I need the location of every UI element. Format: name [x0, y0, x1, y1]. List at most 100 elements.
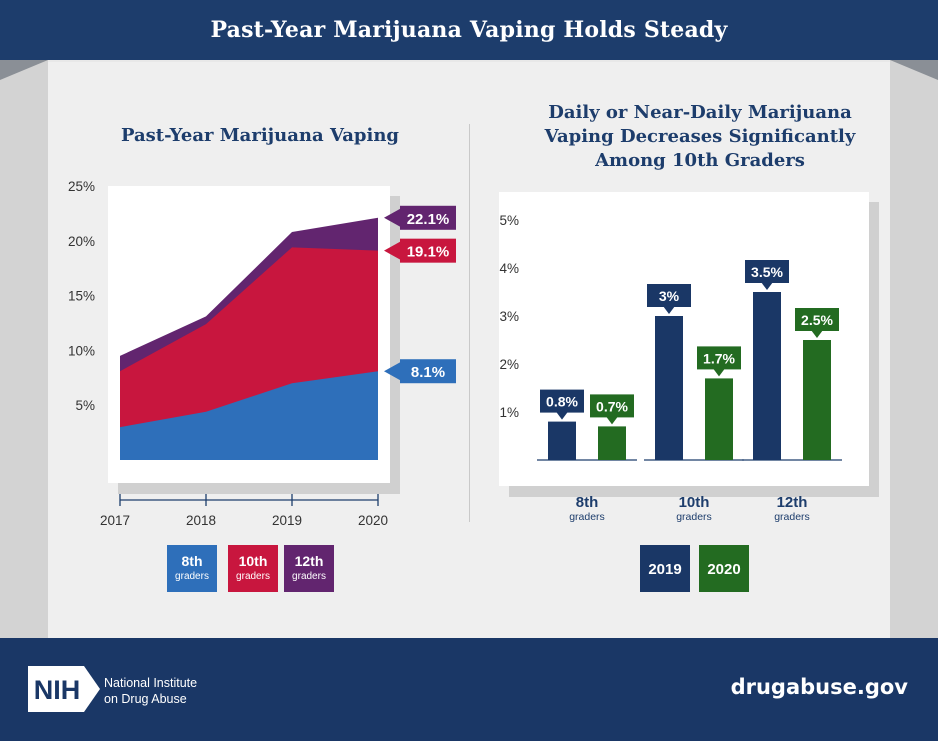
- legend-swatch: [640, 545, 690, 592]
- end-label-text: 19.1%: [407, 244, 450, 261]
- bar-2020: [803, 340, 831, 460]
- end-label-2: 19.1%: [384, 238, 456, 263]
- bar-label-pointer: [606, 416, 618, 425]
- bar-2019: [655, 316, 683, 460]
- bar-2020: [598, 426, 626, 460]
- bar-label-text: 0.7%: [596, 398, 628, 414]
- bar-chart-title-line: Daily or Near-Daily Marijuana: [548, 102, 852, 123]
- y-tick-label: 5%: [75, 398, 95, 413]
- y-tick-label: 2%: [499, 357, 519, 372]
- right-wall: [890, 60, 938, 638]
- legend-item: 2019: [640, 545, 690, 592]
- legend-sub: graders: [236, 571, 270, 582]
- category-sub: graders: [676, 511, 712, 523]
- x-tick-label: 2018: [186, 513, 216, 528]
- category-grade: 8th: [576, 494, 599, 511]
- y-tick-label: 3%: [499, 309, 519, 324]
- legend-label: 2020: [707, 561, 740, 578]
- panel-divider: [469, 124, 470, 522]
- area-chart: 5% 10% 15% 20% 25% 8.1% 19.1% 22.1% 2017 2018 2019…: [68, 179, 456, 592]
- bar-label-pointer: [811, 330, 823, 338]
- bar-value-label: 2.5%: [795, 308, 839, 338]
- legend-swatch: [228, 545, 278, 592]
- legend-label: 2019: [648, 561, 681, 578]
- bar-label-pointer: [761, 282, 773, 290]
- bar-2019: [548, 421, 576, 460]
- bar-value-label: 1.7%: [697, 346, 741, 377]
- end-label-box: [400, 359, 456, 384]
- nih-logo-icon: NIH: [28, 666, 100, 712]
- bar-label-box: [745, 260, 789, 283]
- bar-label-box: [540, 389, 584, 413]
- bar-value-label: 3%: [647, 284, 691, 314]
- banner-fold-left: [0, 60, 48, 80]
- y-tick-label: 4%: [499, 261, 519, 276]
- bar-chart: 1%2%3%4%5%0.8% 0.7%8thgraders3%1.7%10thgr…: [499, 192, 879, 592]
- legend-swatch: [699, 545, 749, 592]
- bar-chart-title-line: Among 10th Graders: [595, 150, 805, 171]
- end-label-text: 22.1%: [407, 211, 450, 228]
- legend-item: 8th graders: [167, 545, 217, 592]
- bar-2020: [705, 378, 733, 460]
- area-series-1: [120, 371, 378, 460]
- bar-label-box: [795, 308, 839, 331]
- org-name-line: National Institute: [104, 676, 198, 690]
- end-label-1: 8.1%: [384, 359, 456, 384]
- bar-label-text: 3%: [659, 288, 680, 304]
- bar-label-pointer: [556, 411, 568, 420]
- x-tick-label: 2017: [100, 513, 130, 528]
- area-chart-title: Past-Year Marijuana Vaping: [120, 125, 400, 146]
- site-link[interactable]: drugabuse.gov: [730, 675, 908, 699]
- org-name: National Institute on Drug Abuse: [104, 675, 197, 707]
- bar-label-box: [647, 284, 691, 307]
- bar-label-text: 2.5%: [801, 312, 833, 328]
- legend-item: 10th graders: [228, 545, 278, 592]
- y-tick-label: 25%: [68, 179, 95, 194]
- banner-fold-right: [890, 60, 938, 80]
- footer: [0, 638, 938, 741]
- bar-label-box: [697, 346, 741, 370]
- legend-swatch: [167, 545, 217, 592]
- category-sub: graders: [569, 511, 605, 523]
- end-label-pointer: [384, 361, 402, 382]
- end-label-3: 22.1%: [384, 205, 456, 230]
- org-name-line: on Drug Abuse: [104, 692, 187, 706]
- end-label-pointer: [384, 207, 402, 228]
- y-tick-label: 20%: [68, 234, 95, 249]
- legend-item: 12th graders: [284, 545, 334, 592]
- bar-label-pointer: [713, 368, 725, 377]
- end-label-box: [400, 238, 456, 263]
- y-tick-label: 1%: [499, 405, 519, 420]
- y-tick-label: 10%: [68, 343, 95, 358]
- bar-label-text: 1.7%: [703, 350, 735, 366]
- bar-2019: [753, 292, 781, 460]
- bar-label-text: 0.8%: [546, 394, 578, 410]
- x-tick-label: 2019: [272, 513, 302, 528]
- page-banner: Past-Year Marijuana Vaping Holds Steady: [0, 0, 938, 60]
- legend-grade: 12th: [295, 553, 324, 569]
- bar-chart-title: Daily or Near-Daily Marijuana Vaping Dec…: [500, 101, 900, 173]
- bar-value-label: 3.5%: [745, 260, 789, 290]
- page-title: Past-Year Marijuana Vaping Holds Steady: [210, 17, 728, 43]
- bar-value-label: 0.7%: [590, 394, 634, 425]
- y-tick-label: 5%: [499, 213, 519, 228]
- legend-item: 2020: [699, 545, 749, 592]
- legend-grade: 8th: [182, 553, 203, 569]
- y-tick-label: 15%: [68, 289, 95, 304]
- end-label-box: [400, 205, 456, 230]
- bar-label-pointer: [663, 306, 675, 314]
- legend-sub: graders: [292, 571, 326, 582]
- x-tick-label: 2020: [358, 513, 388, 528]
- bar-value-label: 0.8%: [540, 389, 584, 420]
- left-wall: [0, 60, 48, 638]
- legend-sub: graders: [175, 571, 209, 582]
- legend-swatch: [284, 545, 334, 592]
- legend-grade: 10th: [239, 553, 268, 569]
- bar-chart-title-line: Vaping Decreases Significantly: [544, 126, 856, 147]
- bar-label-box: [590, 394, 634, 418]
- end-label-text: 8.1%: [411, 364, 445, 381]
- category-sub: graders: [774, 511, 810, 523]
- bar-label-text: 3.5%: [751, 264, 783, 280]
- category-grade: 10th: [679, 494, 710, 511]
- nih-logo-text: NIH: [34, 675, 81, 705]
